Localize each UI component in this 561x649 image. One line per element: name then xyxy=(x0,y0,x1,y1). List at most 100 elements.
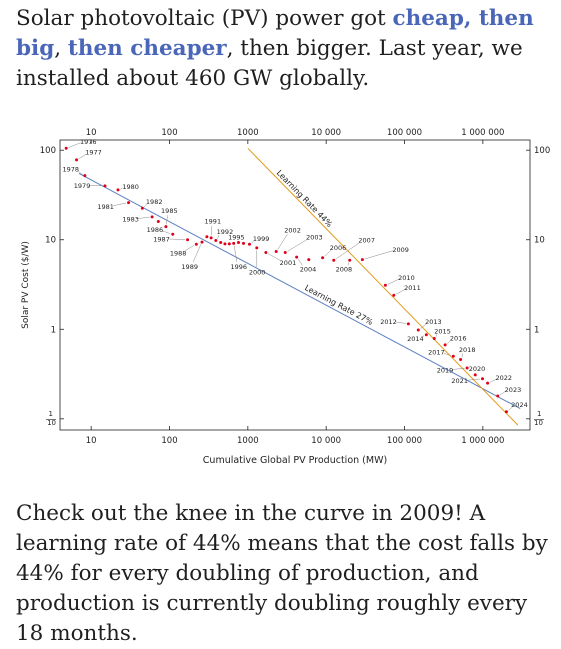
data-point xyxy=(223,242,226,245)
data-point xyxy=(237,241,240,244)
data-point xyxy=(295,256,298,259)
year-label: 2006 xyxy=(330,244,347,252)
leader-line xyxy=(462,354,463,358)
data-point xyxy=(83,174,86,177)
data-point xyxy=(242,242,245,245)
year-label: 1999 xyxy=(253,235,270,243)
year-label: 2022 xyxy=(495,374,512,382)
year-label: 2001 xyxy=(280,259,297,267)
year-label: 2014 xyxy=(407,335,424,343)
data-point xyxy=(264,251,267,254)
x-tick-label-top: 1 000 000 xyxy=(461,128,504,138)
year-label: 1989 xyxy=(181,263,198,271)
year-label: 1981 xyxy=(97,203,114,211)
x-tick-label-top: 100 000 xyxy=(387,128,422,138)
data-point xyxy=(425,333,428,336)
year-label: 2012 xyxy=(380,318,397,326)
intro-text: Solar photovoltaic (PV) power got xyxy=(16,6,393,31)
data-point xyxy=(127,201,130,204)
x-tick-label: 100 000 xyxy=(387,436,422,446)
data-point xyxy=(151,215,154,218)
data-point xyxy=(103,184,106,187)
data-point xyxy=(433,337,436,340)
year-label: 2016 xyxy=(450,334,467,342)
fit-line-27 xyxy=(79,173,520,408)
data-point xyxy=(392,294,395,297)
data-point xyxy=(486,382,489,385)
x-tick-label-top: 10 000 xyxy=(311,128,341,138)
fit-line-label: Learning Rate 27% xyxy=(303,283,375,327)
data-point xyxy=(205,235,208,238)
data-point xyxy=(248,243,251,246)
year-label: 2015 xyxy=(434,327,451,335)
data-point xyxy=(195,243,198,246)
leader-line xyxy=(396,322,406,324)
outro-paragraph: Check out the knee in the curve in 2009!… xyxy=(16,499,552,649)
data-point xyxy=(505,410,508,413)
year-label: 2021 xyxy=(451,377,468,385)
x-tick-label-top: 10 xyxy=(86,128,97,138)
data-point xyxy=(255,246,258,249)
year-label: 2023 xyxy=(505,386,522,394)
leader-line xyxy=(287,240,307,252)
data-point xyxy=(164,225,167,228)
year-label: 1978 xyxy=(62,165,79,173)
year-label: 2008 xyxy=(336,266,353,274)
data-point xyxy=(201,241,204,244)
intro-paragraph: Solar photovoltaic (PV) power got cheap,… xyxy=(16,4,552,94)
data-point xyxy=(219,241,222,244)
year-label: 1996 xyxy=(230,263,247,271)
x-tick-label: 10 xyxy=(86,436,97,446)
data-point xyxy=(157,220,160,223)
data-point xyxy=(284,251,287,254)
leader-line xyxy=(365,251,393,259)
y-tick-label: 100 xyxy=(40,146,56,156)
leader-line xyxy=(162,231,170,234)
fit-line-label: Learning Rate 44% xyxy=(275,168,335,229)
data-point xyxy=(275,250,278,253)
data-point xyxy=(171,233,174,236)
y-tick-label-right: 100 xyxy=(534,146,550,156)
year-label: 2018 xyxy=(459,346,476,354)
then-cheaper-link[interactable]: then cheaper xyxy=(68,36,227,61)
leader-line xyxy=(234,246,237,262)
x-tick-label: 1000 xyxy=(237,436,259,446)
leader-line xyxy=(268,254,280,261)
data-point xyxy=(75,158,78,161)
leader-line xyxy=(278,234,288,249)
year-label: 2019 xyxy=(437,366,454,374)
data-point xyxy=(232,242,235,245)
data-point xyxy=(210,236,213,239)
year-label: 2011 xyxy=(404,284,421,292)
data-point xyxy=(444,343,447,346)
leader-line xyxy=(113,203,126,206)
year-label: 2013 xyxy=(425,318,442,326)
year-label: 1976 xyxy=(80,138,97,146)
intro-text: , xyxy=(54,36,68,61)
data-point xyxy=(407,322,410,325)
y-tick-label-right: 1 xyxy=(534,325,539,335)
data-point xyxy=(417,329,420,332)
leader-line xyxy=(138,217,149,218)
year-label: 1980 xyxy=(122,183,139,191)
data-point xyxy=(496,394,499,397)
data-point xyxy=(186,238,189,241)
year-label: 1977 xyxy=(85,149,102,157)
y-tick-label: 1 xyxy=(51,325,56,335)
year-label: 2024 xyxy=(511,401,528,409)
data-point xyxy=(307,258,310,261)
year-label: 2003 xyxy=(306,234,323,242)
year-label: 2010 xyxy=(398,274,415,282)
leader-line xyxy=(211,226,212,235)
year-label: 1983 xyxy=(122,215,139,223)
data-point xyxy=(474,373,477,376)
data-point xyxy=(348,259,351,262)
data-point xyxy=(361,258,364,261)
data-point xyxy=(321,256,324,259)
data-point xyxy=(452,355,455,358)
data-point xyxy=(332,259,335,262)
year-label: 1991 xyxy=(205,217,222,225)
